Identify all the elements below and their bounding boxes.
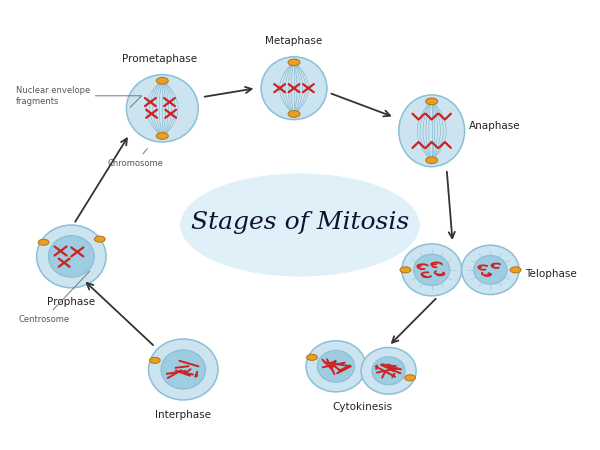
Text: Telophase: Telophase	[525, 270, 577, 279]
Ellipse shape	[37, 225, 106, 288]
Ellipse shape	[157, 77, 169, 84]
Ellipse shape	[288, 59, 300, 66]
Ellipse shape	[38, 239, 49, 245]
Text: Cytokinesis: Cytokinesis	[332, 402, 392, 412]
Ellipse shape	[414, 254, 449, 285]
Ellipse shape	[94, 236, 105, 242]
Text: Centrosome: Centrosome	[19, 271, 90, 324]
Ellipse shape	[307, 354, 317, 360]
Ellipse shape	[49, 236, 94, 277]
Text: Stages of Mitosis: Stages of Mitosis	[191, 211, 409, 234]
Ellipse shape	[404, 375, 415, 381]
Text: Metaphase: Metaphase	[265, 36, 323, 45]
Text: Prophase: Prophase	[47, 297, 95, 307]
Ellipse shape	[127, 75, 198, 142]
Text: Prometaphase: Prometaphase	[122, 54, 197, 63]
Ellipse shape	[317, 351, 355, 382]
Ellipse shape	[426, 157, 437, 164]
Ellipse shape	[510, 267, 521, 273]
Ellipse shape	[149, 357, 160, 363]
Ellipse shape	[402, 244, 461, 296]
Ellipse shape	[261, 57, 327, 120]
Text: Anaphase: Anaphase	[469, 122, 521, 131]
Ellipse shape	[361, 347, 416, 394]
Ellipse shape	[399, 95, 464, 166]
Ellipse shape	[473, 256, 507, 284]
Ellipse shape	[306, 341, 366, 392]
Ellipse shape	[161, 350, 205, 389]
Ellipse shape	[288, 111, 300, 117]
Ellipse shape	[180, 173, 420, 277]
Ellipse shape	[400, 267, 411, 273]
Ellipse shape	[157, 133, 169, 140]
Text: Interphase: Interphase	[155, 410, 211, 420]
Ellipse shape	[426, 98, 437, 105]
Ellipse shape	[149, 339, 218, 400]
Text: Nuclear envelope
fragments: Nuclear envelope fragments	[16, 86, 142, 107]
Ellipse shape	[461, 245, 519, 295]
Text: Chromosome: Chromosome	[107, 148, 163, 167]
Ellipse shape	[372, 357, 405, 385]
